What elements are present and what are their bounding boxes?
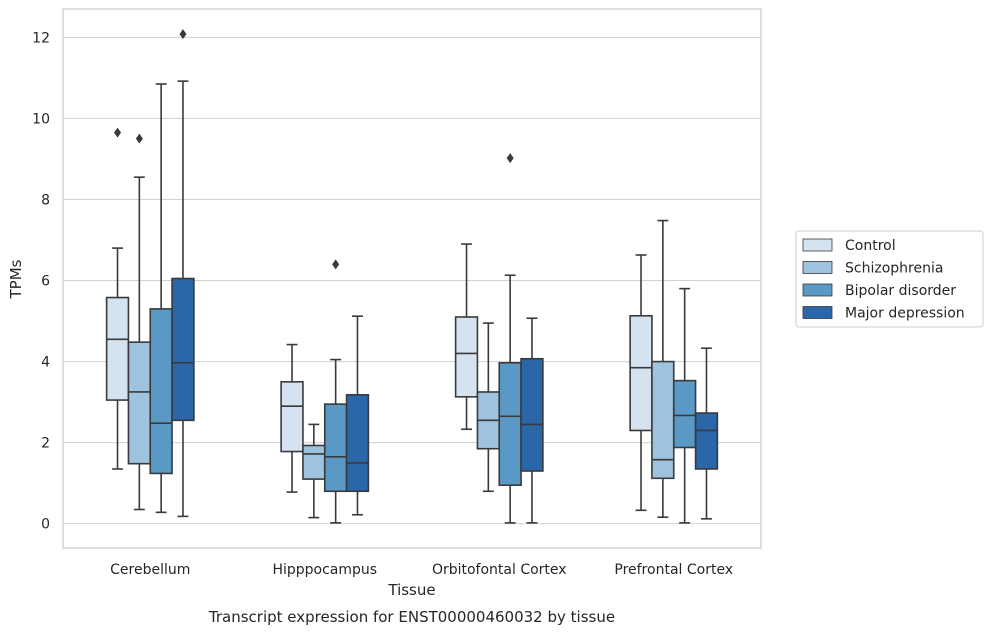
chart-caption: Transcript expression for ENST0000046003…: [208, 608, 615, 626]
y-axis-label: TPMs: [7, 259, 25, 299]
box-0-0: [105, 127, 130, 470]
box-iqr: [454, 316, 479, 398]
legend-swatch-0: [802, 238, 833, 252]
legend-label-0: Control: [845, 238, 896, 254]
box-iqr: [672, 379, 697, 449]
box-0-1: [127, 133, 152, 511]
outlier-0: [506, 153, 514, 164]
box-iqr: [694, 412, 719, 470]
x-tick-label-3: Prefrontal Cortex: [614, 562, 733, 578]
y-tick-label-0: 0: [41, 517, 50, 533]
box-2-1: [476, 322, 501, 493]
outlier-0: [179, 29, 187, 40]
box-iqr: [149, 308, 173, 475]
x-tick-label-1: Hipppocampus: [272, 562, 377, 578]
y-tick-labels: 0 2 4 6 8 10 12: [32, 30, 50, 532]
box-2-3: [520, 317, 544, 524]
box-1-3: [345, 315, 370, 516]
y-tick-label-3: 6: [41, 274, 50, 290]
y-tick-label-6: 12: [32, 30, 50, 46]
box-iqr: [302, 444, 326, 480]
box-1-1: [302, 423, 326, 519]
box-iqr: [127, 341, 152, 465]
box-iqr: [280, 381, 304, 453]
outlier-0: [332, 259, 340, 270]
box-iqr: [345, 394, 370, 493]
box-3-1: [651, 219, 675, 519]
box-iqr: [651, 360, 675, 480]
box-iqr: [498, 361, 522, 486]
y-tick-label-2: 4: [41, 355, 50, 371]
box-iqr: [520, 357, 544, 472]
legend-label-3: Major depression: [845, 306, 965, 322]
box-0-2: [149, 83, 173, 514]
legend-swatch-3: [802, 306, 833, 319]
y-tick-label-5: 10: [32, 111, 50, 127]
box-0-3: [171, 29, 195, 518]
outlier-0: [135, 133, 143, 144]
x-tick-label-2: Orbitofontal Cortex: [432, 562, 567, 578]
box-3-0: [629, 254, 653, 512]
legend-label-1: Schizophrenia: [845, 261, 943, 277]
box-iqr: [171, 277, 195, 422]
boxes: [105, 29, 719, 524]
box-iqr: [629, 314, 653, 432]
x-axis-label: Tissue: [387, 581, 435, 599]
box-iqr: [105, 296, 130, 401]
box-2-2: [498, 153, 522, 524]
legend-label-2: Bipolar disorder: [845, 283, 956, 299]
y-tick-label-4: 8: [41, 192, 50, 208]
legend-swatch-1: [802, 261, 833, 274]
x-tick-label-0: Cerebellum: [110, 562, 190, 578]
x-tick-labels: Cerebellum Hipppocampus Orbitofontal Corte…: [110, 562, 733, 578]
box-3-3: [694, 347, 719, 520]
legend: Control Schizophrenia Bipolar disorder Majo…: [795, 230, 984, 328]
y-tick-label-1: 2: [41, 436, 50, 452]
legend-swatch-2: [802, 283, 833, 297]
outlier-0: [114, 127, 122, 138]
plot-frame: [62, 8, 762, 549]
box-1-2: [323, 259, 348, 524]
box-iqr: [323, 403, 348, 493]
box-2-0: [454, 243, 479, 431]
box-3-2: [672, 287, 697, 524]
legend-frame: [795, 230, 984, 328]
box-1-0: [280, 343, 304, 493]
